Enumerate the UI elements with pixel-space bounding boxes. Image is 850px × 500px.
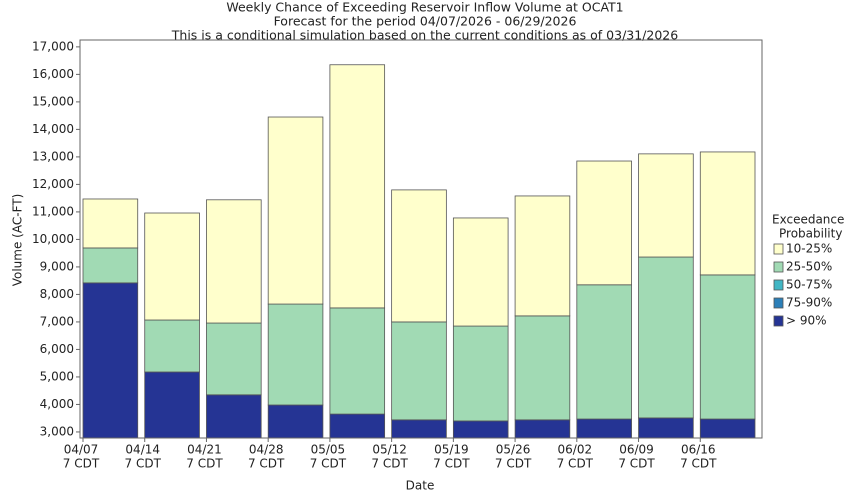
bar-segment [267, 116, 324, 305]
x-tick-label: 7 CDT [433, 457, 470, 471]
chart-subtitle: This is a conditional simulation based o… [171, 28, 678, 43]
x-tick-label: 7 CDT [618, 457, 655, 471]
x-tick-label: 06/09 [619, 443, 654, 457]
bar-segment [329, 64, 386, 309]
bar-segment [638, 153, 694, 258]
y-axis-label: Volume (AC-FT) [11, 194, 25, 287]
legend-label: > 90% [786, 314, 827, 328]
x-tick-label: 7 CDT [186, 457, 223, 471]
legend-label: 10-25% [786, 242, 832, 256]
x-tick-label: 05/19 [434, 443, 469, 457]
bar-segment [206, 322, 262, 396]
y-tick-label: 7,000 [40, 314, 74, 328]
x-tick-label: 05/26 [496, 443, 531, 457]
y-tick-label: 5,000 [40, 369, 74, 383]
y-tick-label: 17,000 [32, 39, 74, 53]
bar-segment [514, 195, 571, 317]
bar-segment [391, 321, 447, 421]
bar-segment [82, 247, 139, 284]
legend-label: 50-75% [786, 278, 832, 292]
legend-swatch [773, 315, 784, 327]
y-tick-label: 12,000 [32, 177, 74, 191]
x-tick-label: 7 CDT [557, 457, 594, 471]
bar-segment [144, 319, 200, 373]
bar-segment [452, 325, 509, 422]
bar-segment [452, 217, 509, 327]
x-tick-label: 05/05 [311, 443, 346, 457]
x-tick-label: 7 CDT [248, 457, 285, 471]
bar-segment [267, 303, 324, 406]
x-tick-label: 06/02 [558, 443, 593, 457]
bar-segment [391, 189, 447, 323]
x-tick-label: 7 CDT [371, 457, 408, 471]
x-tick-label: 04/14 [125, 443, 160, 457]
y-tick-label: 9,000 [40, 259, 74, 273]
y-tick-label: 13,000 [32, 149, 74, 163]
bar-segment [267, 404, 324, 438]
legend-swatch [773, 297, 784, 309]
y-tick-label: 3,000 [40, 424, 74, 438]
y-tick-label: 4,000 [40, 397, 74, 411]
bar-segment [329, 307, 386, 415]
bar-segment [699, 151, 756, 276]
chart-title: Weekly Chance of Exceeding Reservoir Inf… [226, 0, 623, 15]
bar-segment [576, 160, 632, 286]
x-tick-label: 06/16 [681, 443, 716, 457]
y-tick-label: 14,000 [32, 122, 74, 136]
legend-title: Probability [779, 227, 842, 241]
bar-segment [82, 198, 139, 249]
x-tick-label: 7 CDT [125, 457, 162, 471]
legend-label: 75-90% [786, 296, 832, 310]
y-tick-label: 11,000 [32, 204, 74, 218]
bar-segment [699, 274, 756, 420]
x-tick-label: 7 CDT [680, 457, 717, 471]
x-tick-label: 04/07 [64, 443, 99, 457]
y-tick-label: 6,000 [40, 342, 74, 356]
y-tick-label: 15,000 [32, 94, 74, 108]
x-tick-label: 04/28 [249, 443, 284, 457]
legend-swatch [773, 279, 784, 291]
x-tick-label: 7 CDT [310, 457, 347, 471]
x-tick-label: 05/12 [372, 443, 407, 457]
bar-segment [514, 315, 571, 421]
bar-segment [82, 282, 139, 438]
x-tick-label: 04/21 [187, 443, 222, 457]
y-tick-label: 8,000 [40, 287, 74, 301]
x-axis-label: Date [406, 479, 435, 493]
x-tick-label: 7 CDT [495, 457, 532, 471]
y-tick-label: 16,000 [32, 67, 74, 81]
x-tick-label: 7 CDT [63, 457, 100, 471]
legend-swatch [773, 243, 784, 255]
bar-segment [206, 199, 262, 324]
bar-segment [144, 212, 200, 321]
bar-segment [576, 284, 632, 420]
legend-swatch [773, 261, 784, 273]
y-tick-label: 10,000 [32, 232, 74, 246]
chart-subtitle: Forecast for the period 04/07/2026 - 06/… [274, 14, 577, 29]
bar-segment [638, 256, 694, 419]
legend-title: Exceedance [772, 213, 844, 227]
legend-label: 25-50% [786, 260, 832, 274]
bar-segment [144, 371, 200, 438]
plot-bars [82, 64, 756, 438]
